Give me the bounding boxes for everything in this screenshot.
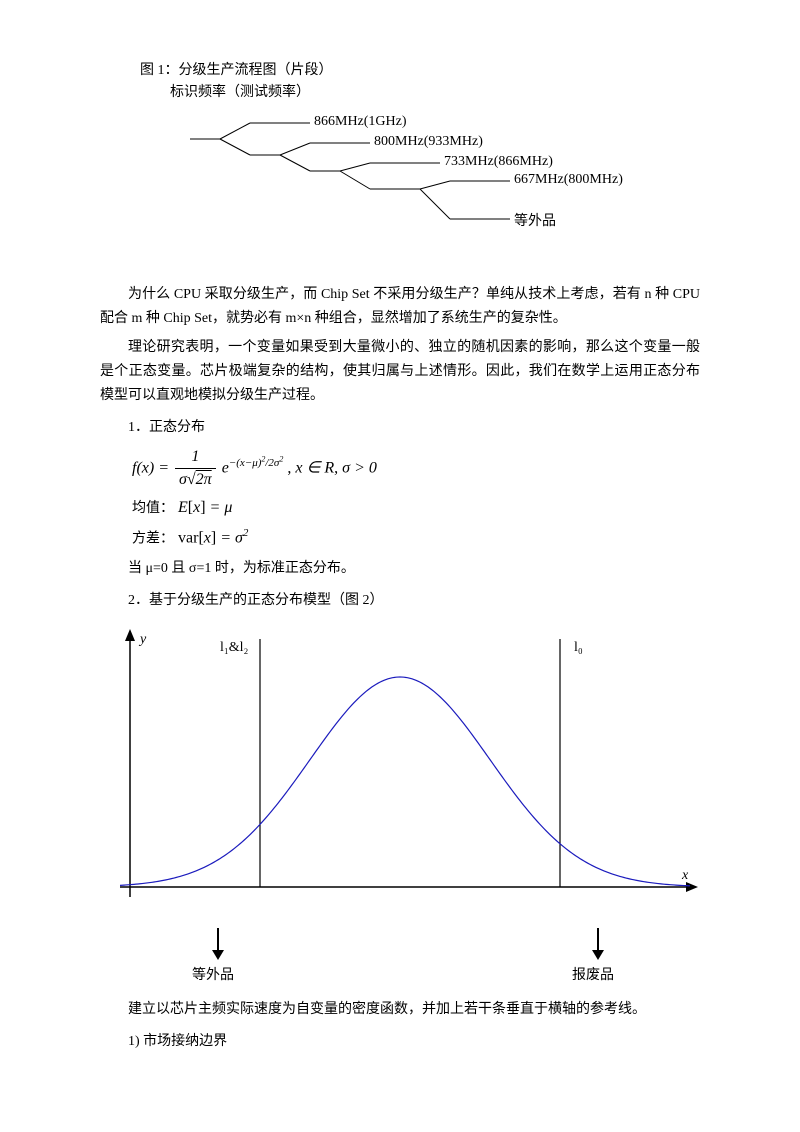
figure1-tree: 866MHz(1GHz) 800MHz(933MHz) 733MHz(866MH… (190, 109, 610, 269)
figure2-chart: y x l₁&l₂ l₀ 等外品 报废品 (100, 627, 700, 988)
svg-text:l₁&l₂: l₁&l₂ (220, 640, 249, 655)
svg-text:x: x (681, 868, 689, 883)
mean-formula: 均值： E[x] = μ (132, 497, 700, 519)
normal-pdf-formula: f(x) = 1 σ√2π e−(x−μ)2/2σ2 , x ∈ R, σ > … (132, 446, 700, 492)
paragraph-2: 理论研究表明，一个变量如果受到大量微小的、独立的随机因素的影响，那么这个变量一般… (100, 336, 700, 407)
right-region-label: 报废品 (572, 964, 614, 984)
figure1-caption-line1: 图 1：分级生产流程图（片段） (140, 60, 700, 82)
tree-label-2: 733MHz(866MHz) (444, 154, 553, 170)
tree-label-1: 800MHz(933MHz) (374, 134, 483, 150)
right-arrow-icon (590, 928, 606, 960)
tree-label-3: 667MHz(800MHz) (514, 172, 623, 188)
normal-chart-svg: y x l₁&l₂ l₀ (100, 627, 700, 927)
left-region-label: 等外品 (192, 964, 234, 984)
section2-title: 2．基于分级生产的正态分布模型（图 2） (128, 589, 700, 613)
closing-item-1: 1) 市场接纳边界 (128, 1030, 700, 1054)
variance-formula: 方差： var[x] = σ2 (132, 526, 700, 550)
std-normal-note: 当 μ=0 且 σ=1 时，为标准正态分布。 (128, 557, 700, 581)
svg-text:y: y (138, 632, 147, 647)
svg-text:l₀: l₀ (574, 640, 583, 655)
tree-label-4: 等外品 (514, 210, 556, 230)
figure1-caption-line2: 标识频率（测试频率） (170, 82, 700, 104)
tree-svg (190, 109, 610, 269)
section1-title: 1．正态分布 (128, 416, 700, 440)
paragraph-3: 建立以芯片主频实际速度为自变量的密度函数，并加上若干条垂直于横轴的参考线。 (100, 998, 700, 1022)
paragraph-1: 为什么 CPU 采取分级生产，而 Chip Set 不采用分级生产？单纯从技术上… (100, 283, 700, 331)
left-arrow-icon (210, 928, 226, 960)
tree-label-0: 866MHz(1GHz) (314, 114, 407, 130)
